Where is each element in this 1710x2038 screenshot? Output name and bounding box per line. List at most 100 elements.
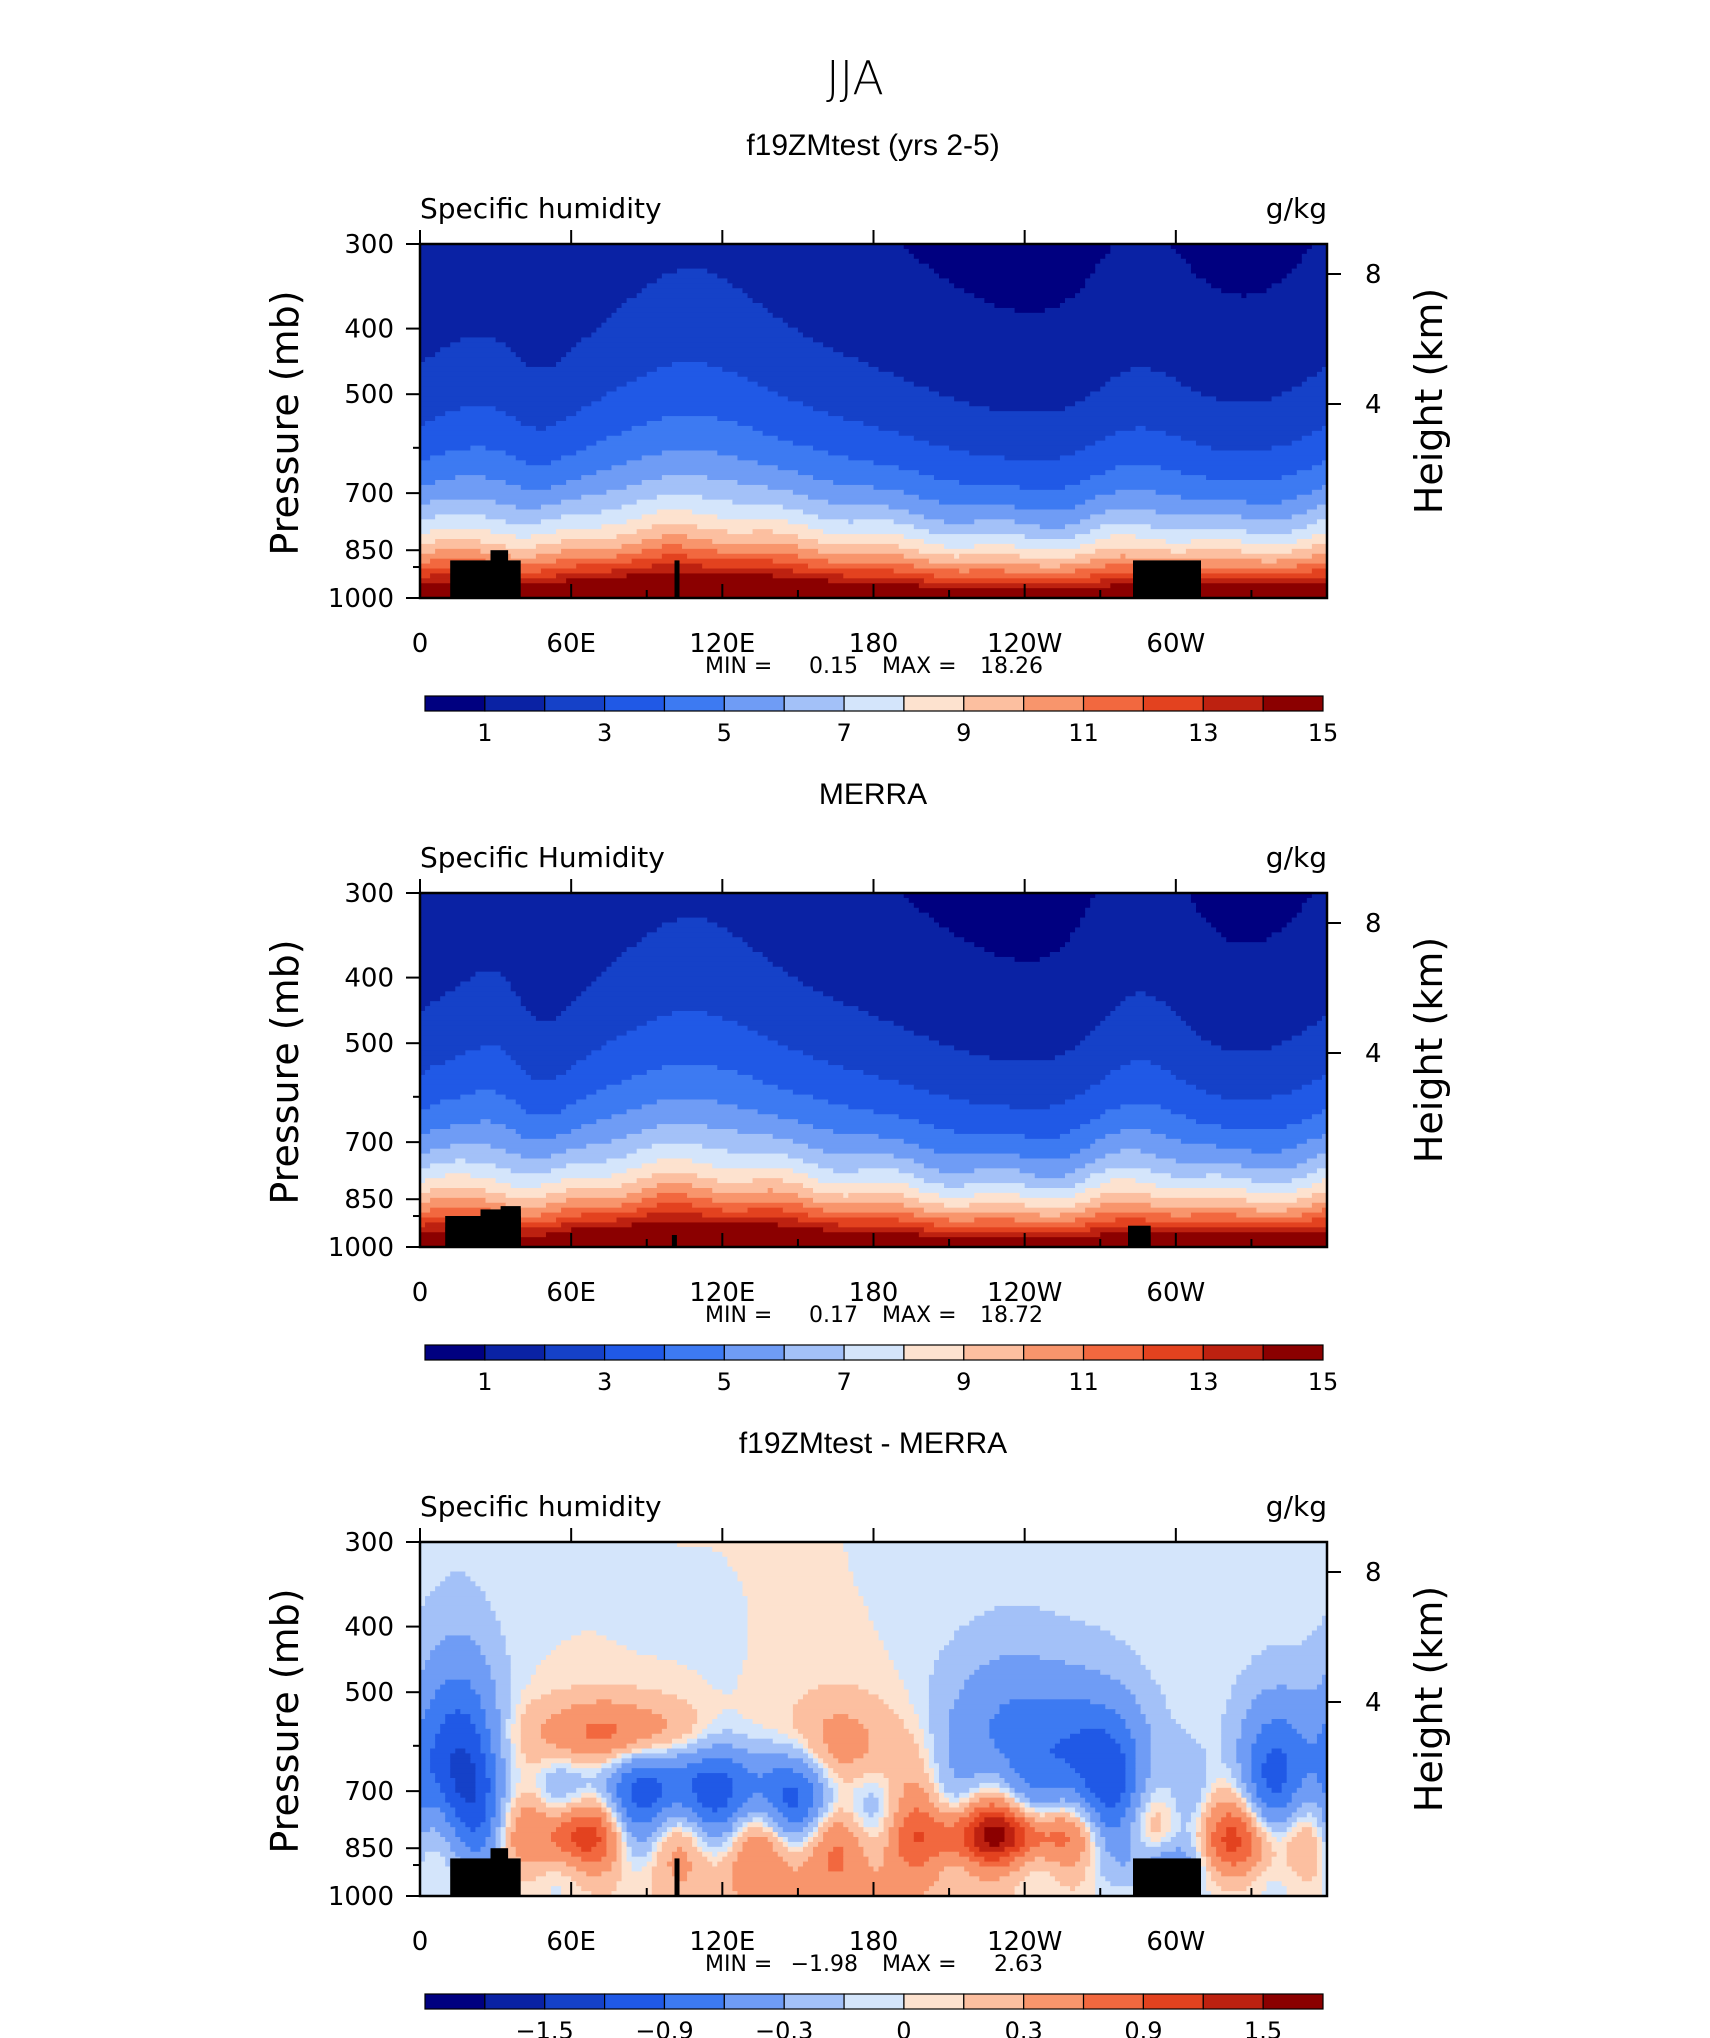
contour-cell bbox=[480, 539, 562, 545]
contour-cell bbox=[1251, 1822, 1258, 1828]
contour-cell bbox=[495, 1610, 749, 1617]
contour-cell bbox=[969, 1856, 985, 1863]
contour-cell bbox=[576, 1827, 597, 1833]
contour-cell bbox=[1236, 1792, 1242, 1799]
contour-cell bbox=[797, 534, 905, 540]
contour-cell bbox=[676, 1876, 688, 1882]
contour-cell bbox=[797, 470, 920, 476]
contour-cell bbox=[1120, 1748, 1137, 1755]
contour-cell bbox=[1024, 534, 1076, 540]
contour-cell bbox=[692, 1183, 804, 1189]
contour-cell bbox=[747, 1596, 865, 1602]
contour-cell bbox=[490, 1605, 749, 1612]
contour-cell bbox=[420, 480, 436, 486]
contour-cell bbox=[1175, 1846, 1182, 1853]
contour-cell bbox=[1090, 514, 1242, 520]
contour-cell bbox=[1004, 455, 1061, 461]
contour-cell bbox=[591, 401, 804, 407]
contour-cell bbox=[435, 1773, 451, 1779]
contour-cell bbox=[495, 1163, 567, 1169]
contour-cell bbox=[1110, 583, 1327, 589]
contour-cell bbox=[1246, 1856, 1263, 1863]
contour-cell bbox=[787, 519, 849, 525]
contour-cell bbox=[1180, 1827, 1187, 1833]
contour-cell bbox=[898, 1168, 940, 1174]
contour-cell bbox=[1080, 543, 1313, 550]
contour-cell bbox=[540, 1768, 557, 1774]
contour-cell bbox=[505, 342, 577, 348]
contour-cell bbox=[1014, 1768, 1076, 1774]
contour-cell bbox=[1261, 558, 1278, 565]
contour-cell bbox=[1175, 1797, 1202, 1804]
contour-cell bbox=[420, 981, 461, 988]
contour-cell bbox=[606, 1851, 618, 1858]
contour-cell bbox=[1201, 1871, 1207, 1877]
contour-cell bbox=[1185, 548, 1242, 555]
contour-cell bbox=[566, 1188, 643, 1194]
x-tick-label: 60E bbox=[546, 1278, 596, 1308]
contour-cell bbox=[1281, 391, 1327, 398]
contour-cell bbox=[1221, 932, 1273, 938]
contour-cell bbox=[974, 1615, 1071, 1622]
contour-cell bbox=[1195, 1119, 1303, 1125]
contour-cell bbox=[1054, 1817, 1066, 1823]
contour-cell bbox=[1316, 1802, 1327, 1809]
contour-cell bbox=[697, 1837, 703, 1843]
contour-cell bbox=[1120, 1792, 1132, 1799]
contour-cell bbox=[1135, 1817, 1142, 1823]
contour-cell bbox=[747, 293, 975, 299]
contour-cell bbox=[490, 1674, 512, 1681]
contour-cell bbox=[1064, 1817, 1081, 1823]
contour-cell bbox=[656, 1192, 688, 1199]
contour-cell bbox=[1180, 1015, 1323, 1022]
contour-cell bbox=[1095, 1025, 1192, 1032]
contour-cell bbox=[813, 1188, 920, 1194]
contour-cell bbox=[692, 1723, 708, 1730]
contour-cell bbox=[1236, 1674, 1323, 1681]
contour-cell bbox=[420, 1060, 446, 1066]
contour-cell bbox=[571, 1763, 602, 1769]
contour-cell bbox=[631, 558, 774, 565]
contour-cell bbox=[818, 1163, 925, 1169]
contour-cell bbox=[969, 401, 1076, 407]
contour-cell bbox=[717, 416, 844, 422]
contour-cell bbox=[717, 1851, 728, 1858]
contour-cell bbox=[1059, 1861, 1076, 1868]
contour-cell bbox=[994, 303, 1061, 309]
contour-cell bbox=[807, 1837, 814, 1843]
contour-cell bbox=[1251, 1753, 1268, 1759]
contour-cell bbox=[838, 1807, 844, 1814]
contour-cell bbox=[1211, 1856, 1222, 1863]
contour-cell bbox=[1286, 1773, 1308, 1779]
contour-cell bbox=[1241, 514, 1293, 520]
contour-cell bbox=[1251, 1802, 1258, 1809]
contour-cell bbox=[969, 1787, 980, 1794]
contour-cell bbox=[525, 1684, 572, 1691]
contour-cell bbox=[979, 1664, 1086, 1671]
contour-cell bbox=[923, 1163, 1086, 1169]
contour-cell bbox=[420, 1094, 461, 1101]
contour-cell bbox=[505, 519, 542, 525]
contour-cell bbox=[606, 1837, 618, 1843]
contour-cell bbox=[626, 1030, 759, 1037]
contour-cell bbox=[1009, 1861, 1026, 1868]
contour-cell bbox=[767, 1797, 784, 1804]
contour-cell bbox=[893, 1153, 1021, 1160]
contour-cell bbox=[928, 1679, 965, 1686]
contour-cell bbox=[863, 1817, 880, 1823]
contour-cell bbox=[1105, 1704, 1142, 1710]
contour-cell bbox=[420, 1738, 436, 1745]
contour-cell bbox=[939, 1168, 975, 1174]
contour-cell bbox=[621, 1773, 698, 1779]
contour-cell bbox=[1145, 1832, 1167, 1838]
contour-cell bbox=[420, 1188, 431, 1194]
contour-cell bbox=[1160, 1851, 1187, 1858]
contour-cell bbox=[923, 1743, 935, 1750]
contour-cell bbox=[661, 1782, 693, 1789]
contour-cell bbox=[737, 1851, 779, 1858]
contour-cell bbox=[712, 1684, 739, 1691]
contour-cell bbox=[1195, 902, 1303, 909]
contour-cell bbox=[1075, 1822, 1086, 1828]
contour-cell bbox=[697, 1738, 774, 1745]
contour-cell bbox=[1206, 1827, 1217, 1833]
